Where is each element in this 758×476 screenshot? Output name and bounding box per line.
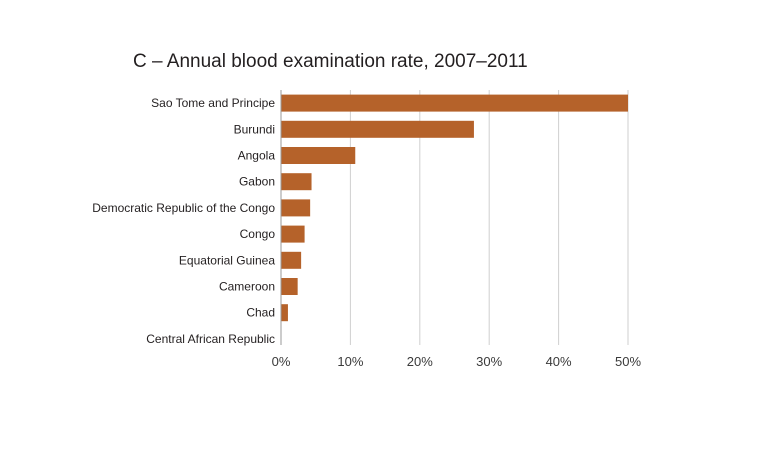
bar (281, 225, 305, 243)
category-label: Cameroon (219, 280, 275, 294)
x-tick-labels: 0% 10% 20% 30% 40% 50% (272, 354, 642, 369)
bar (281, 199, 311, 217)
x-tick-label: 40% (546, 354, 572, 369)
bar (281, 304, 288, 322)
category-labels: Sao Tome and Principe Burundi Angola Gabon D… (92, 96, 275, 346)
bar (281, 120, 474, 138)
bar (281, 147, 356, 164)
bar (281, 173, 312, 191)
category-label: Congo (240, 227, 276, 241)
category-label: Angola (238, 149, 276, 163)
x-tick-label: 10% (337, 354, 363, 369)
category-label: Gabon (239, 175, 275, 189)
category-label: Central African Republic (146, 332, 275, 346)
x-tick-label: 0% (272, 354, 291, 369)
bar (281, 251, 302, 269)
category-label: Equatorial Guinea (179, 253, 275, 267)
category-label: Burundi (234, 122, 275, 136)
x-tick-label: 30% (476, 354, 502, 369)
x-tick-label: 50% (615, 354, 641, 369)
bars (281, 94, 628, 322)
category-label: Sao Tome and Principe (151, 96, 275, 110)
bar (281, 94, 628, 112)
bar (281, 278, 298, 295)
chart-title: C – Annual blood examination rate, 2007–… (133, 51, 528, 72)
category-label: Democratic Republic of the Congo (92, 201, 275, 215)
x-tick-label: 20% (407, 354, 433, 369)
category-label: Chad (246, 306, 275, 320)
